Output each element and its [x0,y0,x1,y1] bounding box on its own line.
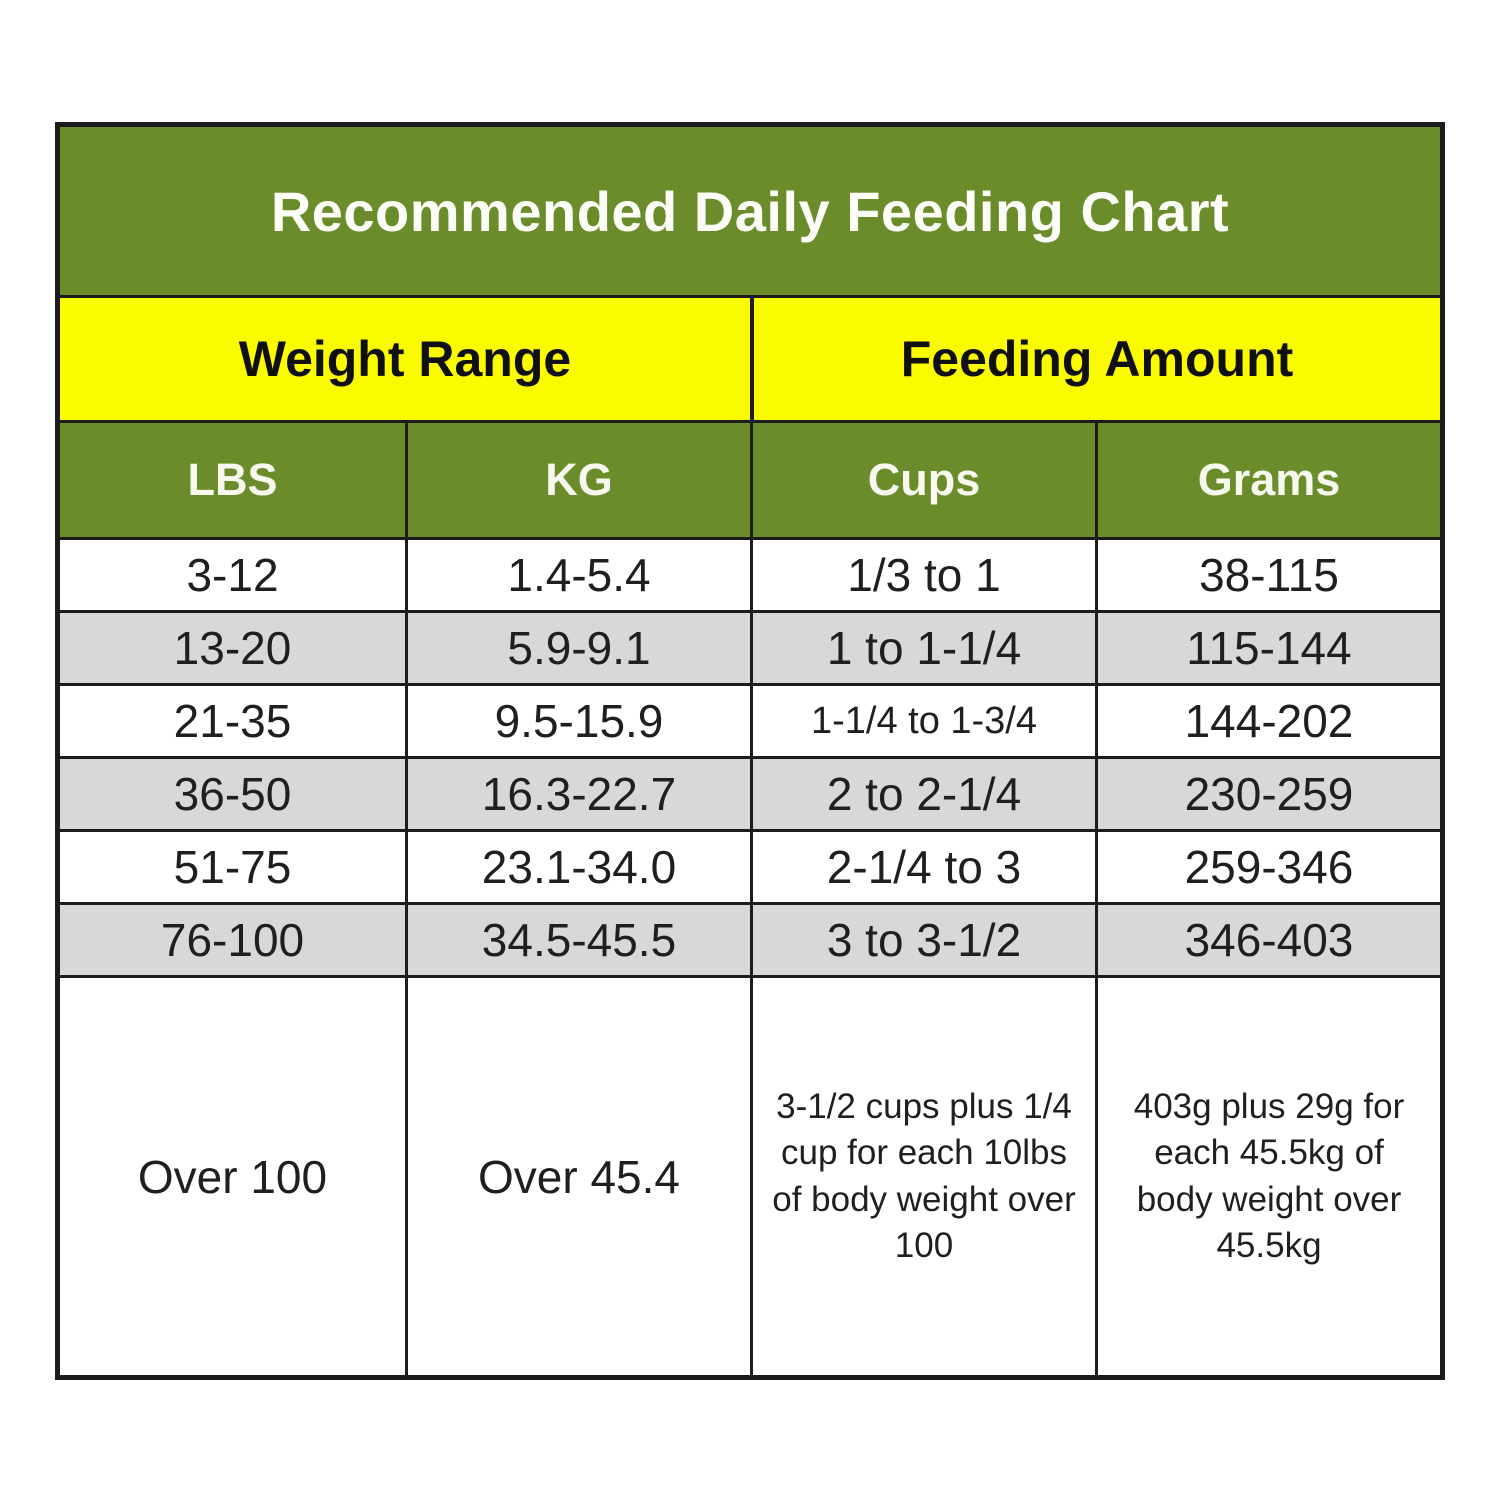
cell-cups: 2 to 2-1/4 [750,759,1095,829]
cell-lbs: 51-75 [173,841,292,893]
column-header-row: LBS KG Cups Grams [60,420,1440,537]
table-row: 76-100 34.5-45.5 3 to 3-1/2 346-403 [60,902,1440,975]
cell-lbs: 76-100 [160,914,305,966]
cell-kg: 5.9-9.1 [405,613,750,683]
group-header-row: Weight Range Feeding Amount [60,295,1440,420]
cell-kg: Over 45.4 [405,978,750,1375]
table-row: 51-75 23.1-34.0 2-1/4 to 3 259-346 [60,829,1440,902]
group-header-feeding-amount: Feeding Amount [750,298,1440,420]
cell-cups: 1-1/4 to 1-3/4 [750,686,1095,756]
column-header-cups: Cups [750,423,1095,537]
cell-grams: 144-202 [1095,686,1440,756]
cell-lbs: 21-35 [173,695,292,747]
table-row: 36-50 16.3-22.7 2 to 2-1/4 230-259 [60,756,1440,829]
table-row: 3-12 1.4-5.4 1/3 to 1 38-115 [60,537,1440,610]
column-header-kg: KG [405,423,750,537]
cell-cups: 1 to 1-1/4 [750,613,1095,683]
cell-kg: 9.5-15.9 [405,686,750,756]
cell-cups: 3 to 3-1/2 [750,905,1095,975]
table-title-row: Recommended Daily Feeding Chart [60,127,1440,295]
table-row: 13-20 5.9-9.1 1 to 1-1/4 115-144 [60,610,1440,683]
cell-kg: 34.5-45.5 [405,905,750,975]
cell-grams: 259-346 [1095,832,1440,902]
cell-cups: 2-1/4 to 3 [750,832,1095,902]
cell-lbs: 3-12 [186,549,279,601]
page-title: Recommended Daily Feeding Chart [270,179,1230,243]
cell-kg: 1.4-5.4 [405,540,750,610]
cell-lbs: Over 100 [137,1150,328,1203]
feeding-chart-table: Recommended Daily Feeding Chart Weight R… [55,122,1445,1380]
cell-grams: 38-115 [1095,540,1440,610]
cell-grams: 230-259 [1095,759,1440,829]
cell-lbs: 13-20 [173,622,292,674]
cell-kg: 23.1-34.0 [405,832,750,902]
cell-kg: 16.3-22.7 [405,759,750,829]
cell-grams: 346-403 [1095,905,1440,975]
cell-grams: 115-144 [1095,613,1440,683]
cell-grams: 403g plus 29g for each 45.5kg of body we… [1095,978,1440,1375]
table-row-over-limit: Over 100 Over 45.4 3-1/2 cups plus 1/4 c… [60,975,1440,1375]
cell-lbs: 36-50 [173,768,292,820]
column-header-grams: Grams [1095,423,1440,537]
group-header-weight-range: Weight Range [238,331,572,387]
cell-cups: 1/3 to 1 [750,540,1095,610]
table-row: 21-35 9.5-15.9 1-1/4 to 1-3/4 144-202 [60,683,1440,756]
column-header-lbs: LBS [187,454,278,505]
cell-cups: 3-1/2 cups plus 1/4 cup for each 10lbs o… [750,978,1095,1375]
